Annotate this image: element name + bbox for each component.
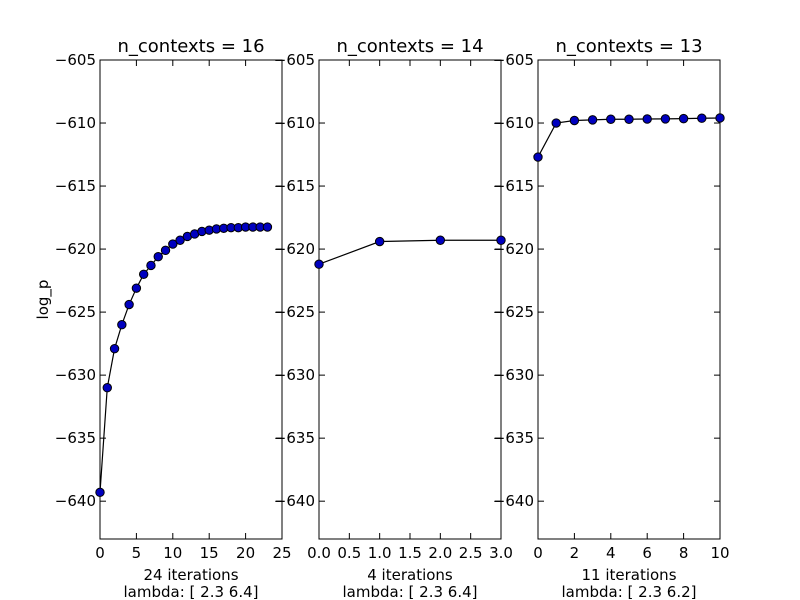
x-tick-label: 3.0: [489, 544, 513, 562]
x-axis-label: 4 iterations: [367, 566, 453, 584]
x-axis-label: 11 iterations: [581, 566, 676, 584]
subplot-1: n_contexts = 16 −605 −610 −615 −620 −625 −630 −…: [34, 36, 292, 600]
x-axis-label: 24 iterations: [143, 566, 238, 584]
series-line: [318, 239, 501, 265]
x-tick-label: 6: [642, 544, 652, 562]
data-point: [95, 487, 105, 498]
x-axis-label: lambda: [ 2.3 6.2]: [562, 583, 697, 600]
y-tick-label: −630: [493, 366, 534, 384]
data-point: [551, 118, 561, 128]
x-tick-label: 1.5: [398, 544, 422, 562]
x-tick-label: 8: [679, 544, 689, 562]
y-tick-label: −640: [493, 492, 534, 510]
data-point: [146, 260, 156, 271]
x-tick-label: 20: [236, 544, 255, 562]
x-axis-label: lambda: [ 2.3 6.4]: [343, 583, 478, 600]
x-tick-label: 2.5: [459, 544, 483, 562]
x-tick-label: 10: [163, 544, 182, 562]
data-point: [642, 114, 652, 124]
y-tick-label: −615: [493, 177, 534, 195]
plot-frame: [99, 59, 283, 540]
data-point: [138, 269, 149, 279]
x-tick-label: 0: [95, 544, 105, 562]
x-axis-label: lambda: [ 2.3 6.4]: [124, 583, 259, 600]
data-point: [160, 245, 171, 256]
y-tick-label: −605: [55, 51, 96, 69]
y-tick-label: −605: [493, 51, 534, 69]
x-tick-label: 0.0: [307, 544, 331, 562]
data-point: [168, 239, 178, 249]
data-point: [533, 152, 543, 162]
y-tick-label: −615: [55, 177, 96, 195]
y-tick-label: −635: [55, 429, 96, 447]
data-point: [715, 113, 725, 123]
y-tick-label: −625: [55, 303, 96, 321]
plot-frame: [537, 59, 721, 540]
x-tick-label: 0.5: [337, 544, 361, 562]
y-tick-label: −640: [274, 492, 315, 510]
y-tick-label: −640: [55, 492, 96, 510]
x-tick-label: 4: [606, 544, 616, 562]
subplot-3: n_contexts = 13 −605 −610 −615 −620 −625 −630 −…: [493, 36, 730, 600]
data-point: [569, 115, 580, 126]
subplot-2: n_contexts = 14 −605 −610 −615 −620 −625 −630 −…: [274, 36, 513, 600]
data-point: [262, 222, 273, 232]
y-tick-label: −620: [274, 240, 315, 258]
y-tick-label: −610: [274, 114, 315, 132]
x-tick-label: 5: [132, 544, 142, 562]
data-point: [697, 113, 707, 123]
data-point: [124, 299, 134, 310]
x-tick-label: 15: [200, 544, 219, 562]
x-tick-label: 2: [570, 544, 580, 562]
data-point: [624, 114, 634, 124]
data-point: [109, 343, 120, 354]
series-line: [99, 226, 268, 493]
data-point: [131, 283, 142, 293]
y-tick-label: −635: [493, 429, 534, 447]
y-tick-label: −610: [55, 114, 96, 132]
y-tick-label: −620: [493, 240, 534, 258]
data-point: [606, 114, 616, 124]
x-tick-label: 0: [533, 544, 543, 562]
y-tick-label: −620: [55, 240, 96, 258]
data-point: [435, 235, 446, 245]
chart-title: n_contexts = 13: [555, 36, 702, 57]
data-point: [660, 114, 671, 124]
y-tick-label: −615: [274, 177, 315, 195]
y-tick-label: −605: [274, 51, 315, 69]
y-tick-label: −625: [493, 303, 534, 321]
data-point: [175, 235, 185, 245]
data-point: [496, 235, 506, 245]
data-point: [678, 113, 689, 124]
y-tick-label: −625: [274, 303, 315, 321]
data-point: [587, 115, 598, 125]
y-tick-label: −630: [274, 366, 315, 384]
data-point: [374, 236, 385, 247]
data-point: [117, 320, 127, 330]
y-tick-label: −630: [55, 366, 96, 384]
chart-title: n_contexts = 16: [117, 36, 264, 57]
data-point: [314, 259, 324, 269]
x-tick-label: 2.0: [428, 544, 452, 562]
data-point: [102, 383, 112, 393]
plot-frame: [318, 59, 502, 540]
y-tick-label: −610: [493, 114, 534, 132]
y-tick-label: −635: [274, 429, 315, 447]
x-tick-label: 25: [272, 544, 291, 562]
x-tick-label: 10: [710, 544, 729, 562]
data-point: [153, 251, 163, 262]
chart-title: n_contexts = 14: [336, 36, 483, 57]
x-tick-label: 1.0: [368, 544, 392, 562]
y-axis-label: log_p: [34, 280, 53, 320]
